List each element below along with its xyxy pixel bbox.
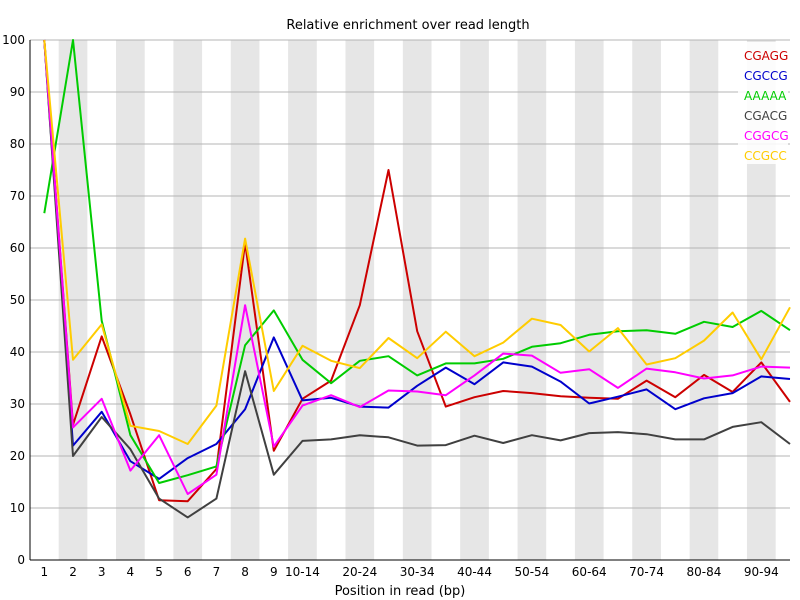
- x-tick-label: 90-94: [744, 565, 779, 579]
- series-line-cgacg: [43, 39, 791, 519]
- x-tick-label: 40-44: [457, 565, 492, 579]
- legend-entry: CGAGG: [744, 49, 788, 63]
- y-tick-label: 80: [10, 137, 25, 151]
- y-tick-label: 90: [10, 85, 25, 99]
- y-tick-label: 50: [10, 293, 25, 307]
- x-tick-label: 2: [69, 565, 77, 579]
- y-tick-label: 10: [10, 501, 25, 515]
- x-tick-label: 80-84: [687, 565, 722, 579]
- y-tick-label: 20: [10, 449, 25, 463]
- legend: CGAGG CGCCG AAAAA CGACG CGGCG CCGCC: [738, 42, 789, 164]
- x-tick-label: 4: [127, 565, 135, 579]
- x-tick-label: 5: [155, 565, 163, 579]
- y-tick-label: 30: [10, 397, 25, 411]
- x-tick-label: 1: [41, 565, 49, 579]
- y-tick-label: 0: [17, 553, 25, 567]
- legend-entry: AAAAA: [744, 89, 787, 103]
- series-line-aaaaa: [43, 39, 791, 484]
- series-line-cgccg: [43, 39, 791, 480]
- x-tick-label: 9: [270, 565, 278, 579]
- legend-entry: CCGCC: [744, 149, 787, 163]
- series-line-ccgcc: [43, 39, 791, 445]
- x-tick-label: 70-74: [629, 565, 664, 579]
- series-line-cggcg: [43, 39, 791, 495]
- chart-title: Relative enrichment over read length: [286, 18, 529, 33]
- series-line-cgagg: [43, 39, 791, 503]
- y-tick-label: 100: [2, 33, 25, 47]
- x-tick-label: 30-34: [400, 565, 435, 579]
- x-tick-label: 50-54: [514, 565, 549, 579]
- x-tick-label: 10-14: [285, 565, 320, 579]
- legend-entry: CGCCG: [744, 69, 788, 83]
- x-tick-labels: 1 2 3 4 5 6 7 8 9 10-14 20-24 30-34 40-44 50-54 60-64 7…: [41, 565, 779, 579]
- legend-background: [738, 42, 788, 164]
- x-axis-title: Position in read (bp): [335, 584, 466, 599]
- x-tick-label: 7: [213, 565, 221, 579]
- y-tick-labels: 0 10 20 30 40 50 60 70 80 90 100: [2, 33, 25, 567]
- y-tick-label: 40: [10, 345, 25, 359]
- x-tick-label: 8: [241, 565, 249, 579]
- legend-entry: CGACG: [744, 109, 787, 123]
- axes: [29, 40, 790, 561]
- x-tick-label: 20-24: [342, 565, 377, 579]
- x-tick-label: 60-64: [572, 565, 607, 579]
- x-tick-label: 3: [98, 565, 106, 579]
- x-tick-label: 6: [184, 565, 192, 579]
- y-tick-label: 70: [10, 189, 25, 203]
- y-tick-label: 60: [10, 241, 25, 255]
- series-lines: [43, 39, 791, 519]
- legend-entry: CGGCG: [744, 129, 789, 143]
